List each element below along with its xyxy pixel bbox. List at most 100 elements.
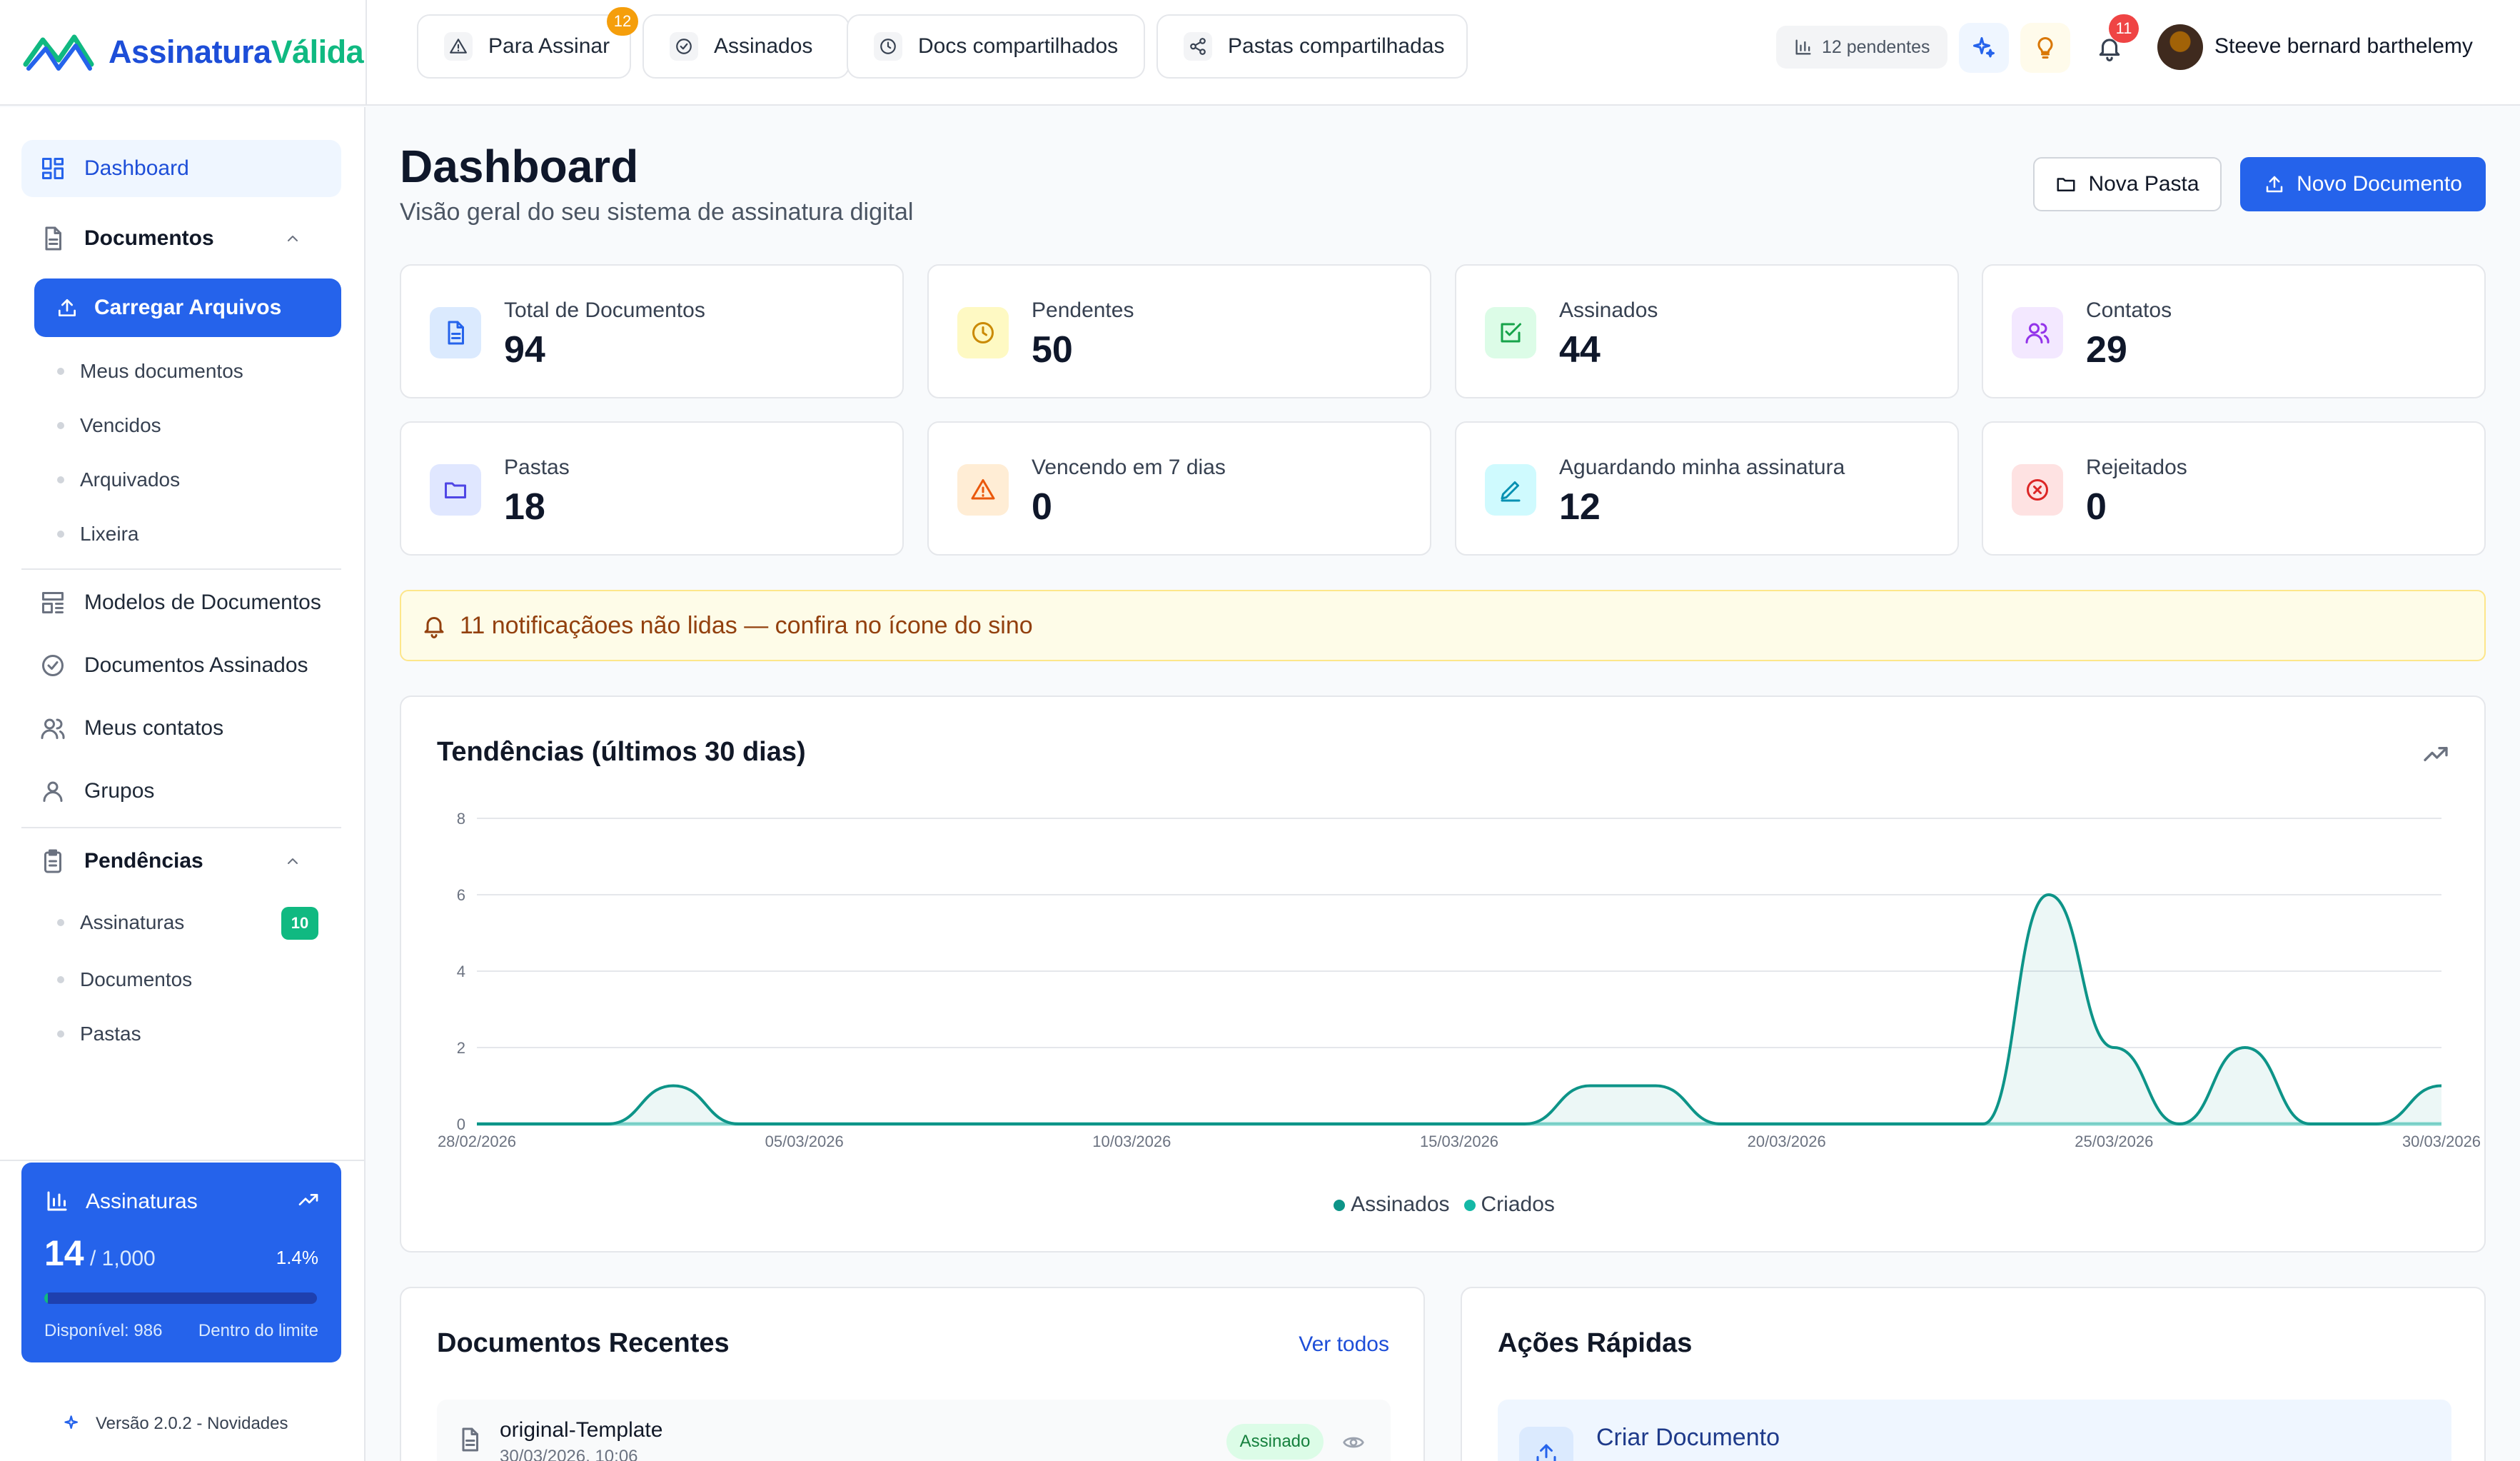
- pending-counter[interactable]: 12 pendentes: [1776, 26, 1947, 69]
- stat-card-assinados[interactable]: Assinados 44: [1455, 264, 1959, 398]
- chart-legend: Assinados Criados: [401, 1193, 2487, 1217]
- eye-icon[interactable]: [1342, 1431, 1365, 1454]
- stat-label: Total de Documentos: [504, 298, 705, 322]
- quick-actions-card: Ações Rápidas Criar Documento: [1461, 1287, 2486, 1461]
- sidebar-item-label: Pendências: [84, 849, 203, 873]
- template-icon: [42, 592, 64, 613]
- tips-button[interactable]: [2020, 23, 2070, 73]
- warning-icon: [957, 464, 1009, 516]
- list-item[interactable]: original-Template 30/03/2026, 10:06 Assi…: [437, 1400, 1391, 1461]
- sidebar-item-pendencias[interactable]: Pendências: [21, 833, 341, 890]
- stat-card-rejeitados[interactable]: Rejeitados 0: [1982, 421, 2486, 556]
- sidebar-item-pend-documentos[interactable]: Documentos: [57, 968, 192, 991]
- legend-label: Criados: [1481, 1193, 1555, 1216]
- x-tick-label: 15/03/2026: [1420, 1133, 1498, 1150]
- avatar[interactable]: [2157, 24, 2203, 70]
- app-logo[interactable]: AssinaturaVálida: [21, 27, 364, 77]
- tab-docs-compartilhados[interactable]: Docs compartilhados: [847, 14, 1145, 79]
- x-tick-label: 05/03/2026: [765, 1133, 844, 1150]
- version-label: Versão 2.0.2 - Novidades: [96, 1414, 288, 1433]
- upload-files-button[interactable]: Carregar Arquivos: [34, 278, 341, 337]
- status-badge: Assinado: [1226, 1424, 1324, 1460]
- stat-card-pendentes[interactable]: Pendentes 50: [927, 264, 1431, 398]
- version-link[interactable]: Versão 2.0.2 - Novidades: [63, 1414, 288, 1434]
- header-divider: [366, 0, 367, 106]
- quota-total: / 1,000: [90, 1247, 156, 1270]
- y-tick-label: 2: [457, 1039, 465, 1057]
- stat-card-vencendo[interactable]: Vencendo em 7 dias 0: [927, 421, 1431, 556]
- x-tick-label: 28/02/2026: [438, 1133, 516, 1150]
- stat-card-aguardando[interactable]: Aguardando minha assinatura 12: [1455, 421, 1959, 556]
- tab-para-assinar[interactable]: Para Assinar 12: [417, 7, 638, 79]
- stat-value: 94: [504, 329, 545, 371]
- pen-icon: [1485, 464, 1536, 516]
- quota-status: Dentro do limite: [198, 1321, 318, 1340]
- notification-banner[interactable]: 11 notificaçãoes não lidas — confira no …: [400, 590, 2486, 661]
- quick-action-label: Criar Documento: [1596, 1424, 1780, 1451]
- sidebar-item-label: Documentos Assinados: [84, 653, 308, 677]
- sidebar-divider: [0, 1160, 364, 1161]
- tab-pastas-compartilhadas[interactable]: Pastas compartilhadas: [1156, 14, 1468, 79]
- y-tick-label: 8: [457, 810, 465, 828]
- new-document-button[interactable]: Novo Documento: [2240, 157, 2486, 211]
- chart-title: Tendências (últimos 30 dias): [437, 737, 806, 767]
- stat-card-pastas[interactable]: Pastas 18: [400, 421, 904, 556]
- sidebar-item-dashboard[interactable]: Dashboard: [21, 140, 341, 197]
- stat-card-total-documentos[interactable]: Total de Documentos 94: [400, 264, 904, 398]
- stat-label: Pendentes: [1032, 298, 1134, 322]
- stat-value: 0: [1032, 486, 1052, 528]
- stat-value: 18: [504, 486, 545, 528]
- sidebar-item-lixeira[interactable]: Lixeira: [57, 523, 138, 546]
- clipboard-icon: [44, 849, 61, 873]
- new-folder-button[interactable]: Nova Pasta: [2033, 157, 2222, 211]
- view-all-link[interactable]: Ver todos: [1299, 1332, 1389, 1356]
- quota-percent: 1.4%: [276, 1247, 318, 1268]
- legend-item[interactable]: Assinados: [1334, 1193, 1450, 1217]
- upload-label: Carregar Arquivos: [94, 296, 282, 319]
- sidebar-item-contatos[interactable]: Meus contatos: [21, 700, 341, 757]
- signature-quota-card[interactable]: Assinaturas 14 / 1,000 1.4% Disponível: …: [21, 1163, 341, 1362]
- alert-triangle-icon: [444, 32, 473, 61]
- x-tick-label: 10/03/2026: [1092, 1133, 1171, 1150]
- logo-text: AssinaturaVálida: [109, 34, 364, 70]
- bar-chart-icon: [1795, 39, 1811, 55]
- sidebar-item-grupos[interactable]: Grupos: [21, 763, 341, 820]
- notifications-button[interactable]: [2085, 23, 2135, 73]
- tab-label: Para Assinar: [488, 34, 610, 58]
- trends-chart-card: Tendências (últimos 30 dias) 0 2 4 6 8 28/02/…: [400, 696, 2486, 1252]
- sidebar-divider: [21, 827, 341, 828]
- stat-label: Aguardando minha assinatura: [1559, 456, 1845, 479]
- sidebar-item-pend-pastas[interactable]: Pastas: [57, 1023, 141, 1045]
- page-subtitle: Visão geral do seu sistema de assinatura…: [400, 199, 914, 226]
- users-icon: [2012, 307, 2063, 358]
- stat-value: 29: [2086, 329, 2127, 371]
- tab-assinados[interactable]: Assinados: [642, 14, 850, 79]
- bell-badge: 11: [2109, 14, 2139, 43]
- stat-label: Contatos: [2086, 298, 2172, 322]
- trends-chart: 0 2 4 6 8 28/02/2026 05/03/2026 10/03/2026 15/03…: [438, 810, 2481, 1150]
- sidebar: Dashboard Documentos Carregar Arquivos M…: [0, 107, 366, 1461]
- sidebar-item-modelos[interactable]: Modelos de Documentos: [21, 574, 341, 631]
- quick-action-create-document[interactable]: Criar Documento: [1498, 1400, 2451, 1461]
- sidebar-item-vencidos[interactable]: Vencidos: [57, 414, 161, 437]
- stat-value: 44: [1559, 329, 1601, 371]
- quota-used: 14: [44, 1233, 84, 1273]
- upload-icon: [1519, 1427, 1573, 1461]
- document-icon: [462, 1427, 478, 1452]
- x-tick-label: 20/03/2026: [1748, 1133, 1826, 1150]
- x-tick-label: 25/03/2026: [2075, 1133, 2153, 1150]
- bar-chart-icon: [47, 1191, 67, 1211]
- sidebar-item-arquivados[interactable]: Arquivados: [57, 468, 180, 491]
- legend-item[interactable]: Criados: [1463, 1193, 1555, 1217]
- sidebar-item-documentos-assinados[interactable]: Documentos Assinados: [21, 637, 341, 694]
- stat-card-contatos[interactable]: Contatos 29: [1982, 264, 2486, 398]
- sidebar-item-pend-assinaturas[interactable]: Assinaturas: [57, 911, 184, 934]
- sidebar-item-documentos[interactable]: Documentos: [21, 210, 341, 267]
- chevron-up-icon: [288, 858, 298, 864]
- sidebar-item-meus-documentos[interactable]: Meus documentos: [57, 360, 243, 383]
- user-name[interactable]: Steeve bernard barthelemy: [2214, 34, 2473, 58]
- ai-button[interactable]: [1959, 23, 2009, 73]
- document-date: 30/03/2026, 10:06: [500, 1447, 638, 1461]
- stat-label: Vencendo em 7 dias: [1032, 456, 1226, 479]
- sparkles-icon: [1973, 37, 1995, 58]
